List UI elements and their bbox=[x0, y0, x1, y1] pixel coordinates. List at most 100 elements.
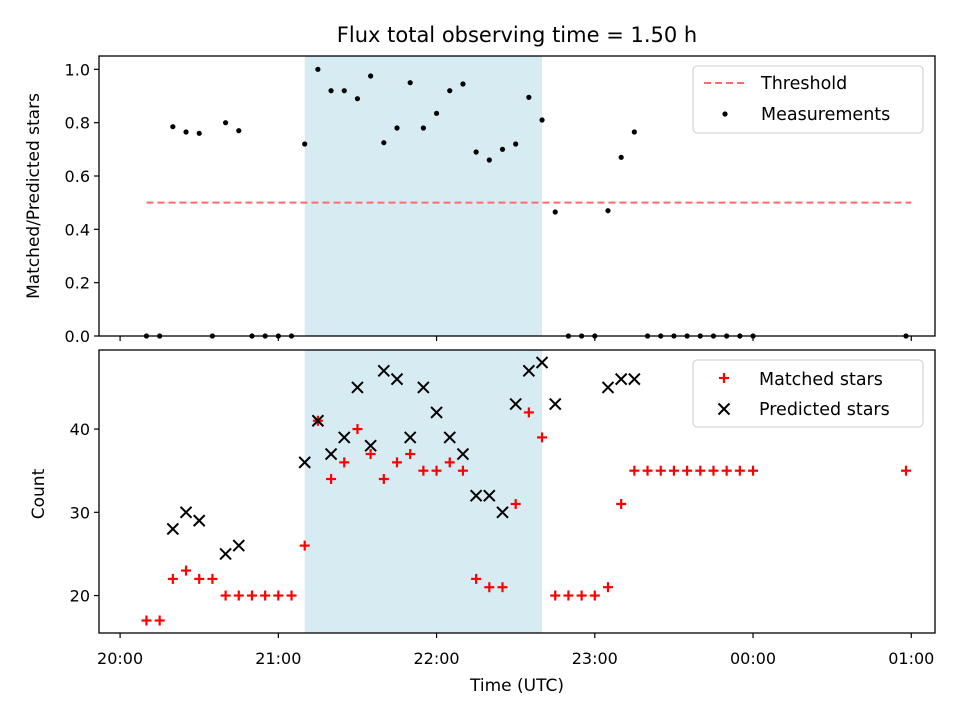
count-panel: 20 30 40 20:00 21:00 22:00 23:00 00:00 01:00 Co… bbox=[29, 349, 936, 696]
predicted-star-point bbox=[193, 514, 206, 527]
measurement-point bbox=[170, 124, 176, 130]
matched-star-point bbox=[708, 465, 719, 476]
predicted-star-point bbox=[522, 364, 536, 378]
count-panel-legend: Matched stars Predicted stars bbox=[692, 359, 924, 428]
matched-star-point bbox=[418, 465, 429, 476]
predicted-star-point-b bbox=[390, 372, 404, 386]
y-tick-label: 30 bbox=[70, 503, 90, 522]
measurement-point bbox=[183, 129, 189, 135]
predicted-star-point-b bbox=[311, 414, 325, 427]
predicted-star-point bbox=[456, 447, 470, 461]
matched-star-point bbox=[326, 474, 337, 485]
ratio-panel-frame bbox=[98, 55, 936, 337]
measurement-point bbox=[328, 88, 334, 94]
predicted-star-point bbox=[469, 489, 483, 502]
x-tick-label: 22:00 bbox=[414, 649, 460, 668]
legend-matched-label: Matched stars bbox=[759, 370, 883, 390]
measurement-points bbox=[143, 66, 909, 339]
matched-star-point bbox=[602, 582, 613, 593]
matched-star-point bbox=[629, 465, 640, 476]
predicted-star-point bbox=[443, 431, 456, 444]
predicted-star-point bbox=[430, 406, 443, 419]
y-tick-label: 0.0 bbox=[65, 327, 90, 346]
predicted-star-point-b bbox=[166, 522, 180, 536]
predicted-star-point bbox=[509, 397, 522, 411]
chart-title: Flux total observing time = 1.50 h bbox=[337, 23, 697, 47]
predicted-star-point-b bbox=[324, 447, 338, 461]
matched-star-point bbox=[550, 590, 561, 601]
predicted-star-point bbox=[166, 522, 180, 536]
matched-stars-points bbox=[141, 407, 911, 626]
matched-star-point bbox=[682, 465, 693, 476]
matched-star-point bbox=[457, 465, 468, 476]
predicted-star-point-b bbox=[430, 406, 443, 419]
legend-matched-swatch bbox=[719, 373, 729, 383]
predicted-star-point bbox=[232, 539, 245, 552]
predicted-star-point bbox=[298, 456, 311, 469]
predicted-star-point bbox=[403, 431, 417, 444]
predicted-star-point-b bbox=[549, 397, 562, 411]
predicted-star-point-b bbox=[351, 381, 364, 394]
predicted-star-point-b bbox=[469, 489, 483, 502]
predicted-star-point-b bbox=[377, 364, 391, 378]
y-tick-label: 0.2 bbox=[65, 274, 90, 293]
legend-threshold-label: Threshold bbox=[760, 74, 847, 94]
matched-star-point bbox=[181, 565, 192, 576]
y-tick-label: 20 bbox=[70, 587, 90, 606]
matched-star-point bbox=[246, 590, 257, 601]
legend-measurements-label: Measurements bbox=[761, 105, 890, 125]
y-tick-label: 0.8 bbox=[65, 114, 90, 133]
predicted-star-point bbox=[496, 506, 509, 519]
matched-star-point bbox=[378, 474, 389, 485]
measurement-point bbox=[368, 73, 374, 79]
ratio-panel-legend: Threshold Measurements bbox=[692, 65, 924, 134]
predicted-star-point-b bbox=[179, 506, 193, 519]
measurement-point bbox=[631, 129, 637, 135]
legend-predicted-marker bbox=[717, 402, 731, 416]
matched-star-point bbox=[286, 590, 297, 601]
measurement-point bbox=[447, 88, 453, 94]
predicted-star-point bbox=[417, 381, 430, 394]
predicted-star-point-b bbox=[403, 431, 417, 444]
predicted-star-point bbox=[311, 414, 325, 427]
matched-star-point bbox=[642, 465, 653, 476]
predicted-star-point-b bbox=[601, 381, 615, 394]
matched-star-point bbox=[392, 457, 403, 468]
count-panel-legend-box bbox=[692, 359, 924, 428]
predicted-star-point-b bbox=[338, 431, 351, 444]
predicted-star-point-b bbox=[456, 447, 470, 461]
y-tick-label: 0.4 bbox=[65, 220, 90, 239]
measurement-point bbox=[618, 154, 624, 160]
y-tick-label: 40 bbox=[70, 420, 90, 439]
matched-star-point bbox=[273, 590, 284, 601]
ratio-panel-x-ticks bbox=[119, 336, 912, 341]
matched-star-point bbox=[431, 465, 442, 476]
predicted-star-point bbox=[628, 372, 641, 386]
predicted-star-point-b bbox=[193, 514, 206, 527]
legend-predicted-swatch bbox=[717, 402, 731, 416]
predicted-star-point bbox=[601, 381, 615, 394]
predicted-star-point-b bbox=[628, 372, 641, 386]
measurement-point bbox=[222, 120, 229, 126]
predicted-star-point bbox=[614, 372, 628, 386]
measurement-point bbox=[539, 117, 545, 123]
predicted-star-point-b bbox=[364, 439, 377, 452]
matched-star-point bbox=[167, 573, 178, 584]
matched-star-point bbox=[748, 465, 759, 476]
measurement-point bbox=[196, 130, 202, 136]
predicted-star-point-b bbox=[509, 397, 522, 411]
measurement-point bbox=[460, 81, 466, 87]
predicted-star-point-b bbox=[219, 547, 232, 561]
predicted-star-point-b bbox=[298, 456, 311, 469]
matched-star-point bbox=[563, 590, 574, 601]
predicted-star-point bbox=[364, 439, 377, 452]
matched-star-point bbox=[444, 457, 455, 468]
matched-star-point bbox=[510, 498, 521, 509]
x-tick-label: 01:00 bbox=[888, 649, 934, 668]
count-panel-y-label: Count bbox=[29, 468, 49, 519]
matched-star-point bbox=[207, 573, 218, 584]
predicted-star-point-b bbox=[496, 506, 509, 519]
predicted-star-point bbox=[179, 506, 193, 519]
ratio-panel-y-label: Matched/Predicted stars bbox=[24, 93, 44, 299]
